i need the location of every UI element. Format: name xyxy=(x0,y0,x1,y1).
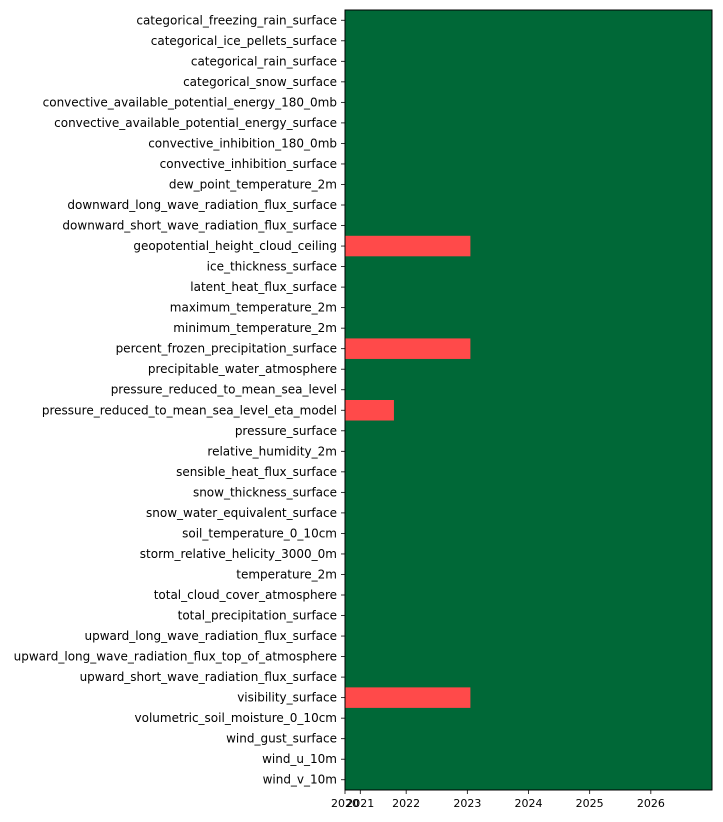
y-tick-label: sensible_heat_flux_surface xyxy=(176,465,337,479)
y-tick-label: storm_relative_helicity_3000_0m xyxy=(140,547,337,561)
y-tick-label: pressure_reduced_to_mean_sea_level_eta_m… xyxy=(42,403,337,417)
y-tick-label: upward_long_wave_radiation_flux_surface xyxy=(85,629,337,643)
y-tick-label: total_cloud_cover_atmosphere xyxy=(154,588,337,602)
y-axis: categorical_freezing_rain_surfacecategor… xyxy=(14,13,345,787)
y-tick-label: convective_available_potential_energy_18… xyxy=(43,95,337,109)
available-region xyxy=(345,10,712,790)
y-tick-label: wind_v_10m xyxy=(263,773,337,787)
y-tick-label: categorical_ice_pellets_surface xyxy=(151,34,337,48)
y-tick-label: wind_u_10m xyxy=(262,752,337,766)
y-tick-label: minimum_temperature_2m xyxy=(173,321,337,335)
y-tick-label: snow_thickness_surface xyxy=(193,485,337,499)
x-tick-label: 2023 xyxy=(453,797,481,810)
y-tick-label: total_precipitation_surface xyxy=(178,609,337,623)
x-tick-label: 2021 xyxy=(346,797,374,810)
y-tick-label: pressure_reduced_to_mean_sea_level xyxy=(111,383,337,397)
y-tick-label: volumetric_soil_moisture_0_10cm xyxy=(135,711,337,725)
y-tick-label: convective_inhibition_180_0mb xyxy=(148,136,337,150)
y-tick-label: upward_short_wave_radiation_flux_surface xyxy=(80,670,337,684)
y-tick-label: categorical_rain_surface xyxy=(191,54,337,68)
missing-bar-visibility_surface xyxy=(345,687,471,708)
missing-bar-pressure_reduced_to_mean_sea_level_eta_model xyxy=(345,400,394,421)
y-tick-label: categorical_freezing_rain_surface xyxy=(136,13,337,27)
y-tick-label: precipitable_water_atmosphere xyxy=(148,362,337,376)
y-tick-label: upward_long_wave_radiation_flux_top_of_a… xyxy=(14,650,337,664)
missing-bar-geopotential_height_cloud_ceiling xyxy=(345,235,471,257)
x-tick-label: 2022 xyxy=(392,797,420,810)
y-tick-label: wind_gust_surface xyxy=(226,732,337,746)
missing-bar-percent_frozen_precipitation_surface xyxy=(345,338,471,359)
y-tick-label: ice_thickness_surface xyxy=(207,260,337,274)
plot-frame xyxy=(344,9,713,791)
x-tick-label: 2020 xyxy=(331,797,359,810)
x-tick-label: 2026 xyxy=(637,797,665,810)
y-tick-label: latent_heat_flux_surface xyxy=(190,280,337,294)
y-tick-label: dew_point_temperature_2m xyxy=(169,177,337,191)
y-tick-label: maximum_temperature_2m xyxy=(170,301,337,315)
y-tick-label: downward_short_wave_radiation_flux_surfa… xyxy=(62,219,337,233)
y-tick-label: categorical_snow_surface xyxy=(183,75,337,89)
plot-area xyxy=(345,10,712,790)
y-tick-label: temperature_2m xyxy=(236,567,337,581)
y-tick-label: soil_temperature_0_10cm xyxy=(182,526,337,540)
x-tick-label: 2025 xyxy=(576,797,604,810)
y-tick-label: convective_inhibition_surface xyxy=(160,157,337,171)
y-tick-label: percent_frozen_precipitation_surface xyxy=(116,342,337,356)
y-tick-label: relative_humidity_2m xyxy=(207,444,337,458)
y-tick-label: geopotential_height_cloud_ceiling xyxy=(133,239,337,253)
y-tick-label: downward_long_wave_radiation_flux_surfac… xyxy=(67,198,337,212)
y-tick-label: visibility_surface xyxy=(237,691,337,705)
y-tick-label: convective_available_potential_energy_su… xyxy=(54,116,337,130)
y-tick-label: snow_water_equivalent_surface xyxy=(146,506,337,520)
y-tick-label: pressure_surface xyxy=(235,424,337,438)
x-tick-label: 2024 xyxy=(515,797,543,810)
